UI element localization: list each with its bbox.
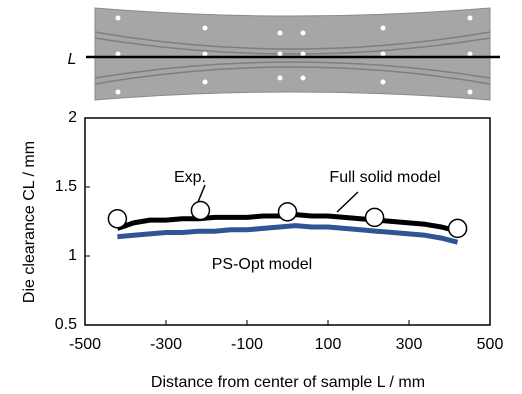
exp-marker	[366, 208, 384, 226]
y-tick-label: 1	[68, 247, 77, 264]
series-line	[117, 226, 457, 243]
y-tick-label: 0.5	[55, 316, 77, 333]
x-tick-label: 500	[477, 336, 504, 353]
x-tick-label: 100	[315, 336, 342, 353]
figure: L Distance from center of sample L / mm …	[0, 0, 522, 394]
series-label: Exp.	[174, 169, 206, 186]
exp-marker	[279, 203, 297, 221]
x-axis-title: Distance from center of sample L / mm	[151, 374, 425, 391]
exp-marker	[449, 219, 467, 237]
y-axis-title: Die clearance CL / mm	[21, 141, 38, 303]
x-tick-label: 300	[396, 336, 423, 353]
annotation-leader	[337, 192, 358, 212]
exp-marker	[108, 210, 126, 228]
annotation-leader	[198, 185, 205, 202]
series-label: PS-Opt model	[212, 256, 312, 273]
exp-marker	[191, 201, 209, 219]
x-tick-label: -300	[150, 336, 182, 353]
x-tick-label: -100	[231, 336, 263, 353]
y-tick-label: 2	[68, 109, 77, 126]
series-label: Full solid model	[329, 169, 440, 186]
x-tick-label: -500	[69, 336, 101, 353]
sample-diagram: L	[68, 8, 500, 100]
y-tick-label: 1.5	[55, 178, 77, 195]
diagram-label: L	[68, 51, 77, 68]
